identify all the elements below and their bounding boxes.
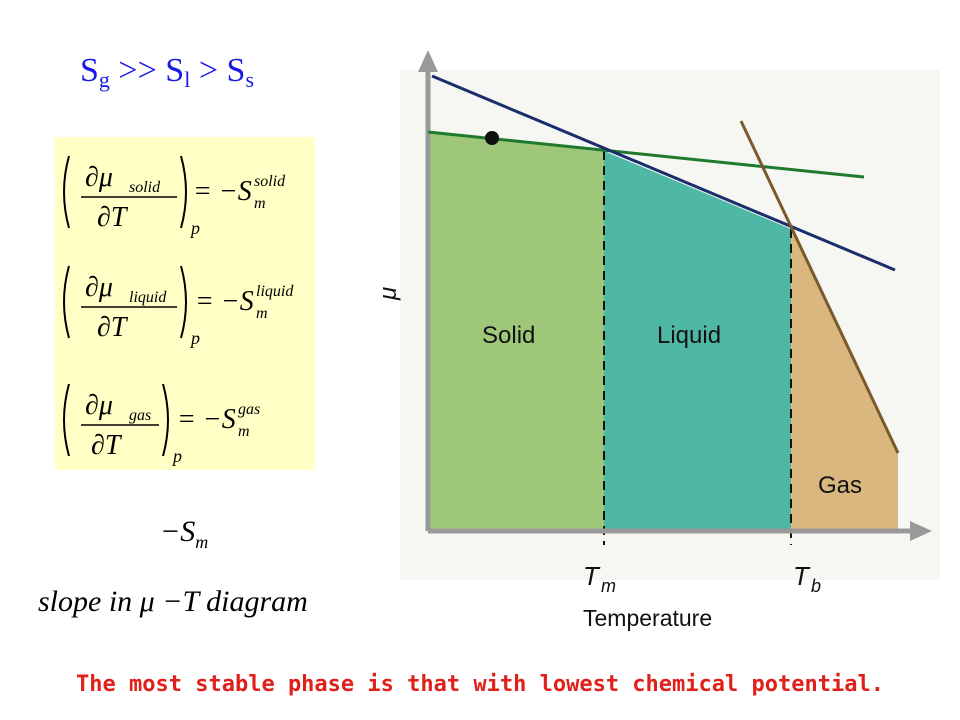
- tb-label: T: [793, 561, 811, 591]
- solid-rhs-sup: solid: [254, 173, 286, 190]
- equations-box: ∂μ solid ∂T p = −S solid m ∂μ liquid ∂T …: [55, 137, 315, 470]
- tm-label: T: [583, 561, 601, 591]
- gas-denominator: ∂T: [91, 430, 123, 461]
- liquid-p-sub: p: [189, 328, 200, 348]
- s-gas-sub: g: [98, 67, 110, 92]
- gas-label: Gas: [818, 472, 862, 499]
- gas-num-sub: gas: [129, 407, 151, 424]
- y-axis-label: μ: [375, 287, 402, 301]
- equation-liquid: ∂μ liquid ∂T p = −S liquid m: [55, 252, 315, 352]
- solid-numerator: ∂μ: [85, 162, 113, 193]
- liquid-numerator: ∂μ: [85, 272, 113, 303]
- tm-sub: m: [601, 576, 616, 596]
- liquid-rhs: = −S: [195, 286, 254, 317]
- gas-region: [791, 229, 898, 531]
- entropy-relation: Sg >> Sl > Ss: [80, 52, 254, 93]
- gas-p-sub: p: [171, 446, 182, 466]
- liquid-rhs-sub: m: [256, 305, 268, 322]
- y-axis-arrow: [418, 50, 438, 72]
- s-liquid: S: [165, 52, 185, 89]
- much-greater-op: >>: [118, 52, 157, 89]
- minus-molar-entropy: −Sm: [160, 515, 208, 553]
- solid-rhs: = −S: [193, 176, 252, 207]
- equation-gas: ∂μ gas ∂T p = −S gas m: [55, 370, 315, 470]
- solid-rhs-sub: m: [254, 195, 266, 212]
- gas-rhs-sub: m: [238, 423, 250, 440]
- tb-sub: b: [811, 576, 821, 596]
- minus-s-text: −S: [160, 515, 196, 548]
- slope-caption: slope in μ −T diagram: [38, 585, 308, 618]
- liquid-denominator: ∂T: [97, 312, 129, 343]
- liquid-region: [604, 151, 791, 531]
- state-dot: [485, 131, 499, 145]
- solid-num-sub: solid: [129, 179, 161, 196]
- s-gas: S: [80, 52, 99, 89]
- gas-rhs-sup: gas: [238, 401, 260, 418]
- equation-solid: ∂μ solid ∂T p = −S solid m: [55, 142, 315, 242]
- solid-denominator: ∂T: [97, 202, 129, 233]
- s-solid: S: [226, 52, 246, 89]
- solid-mu-line: [427, 130, 865, 179]
- liquid-num-sub: liquid: [129, 289, 167, 306]
- liquid-mu-line: [431, 74, 896, 272]
- s-solid-sub: s: [245, 67, 254, 92]
- gas-mu-line: [739, 120, 900, 454]
- gas-numerator: ∂μ: [85, 390, 113, 421]
- mu-t-diagram: Solid Liquid Gas μ T m T b Temperature: [375, 50, 940, 631]
- liquid-rhs-sup: liquid: [256, 283, 294, 300]
- solid-label: Solid: [482, 322, 535, 349]
- minus-s-sub: m: [195, 532, 209, 552]
- x-axis-label: Temperature: [583, 605, 712, 631]
- x-axis-arrow: [910, 521, 932, 541]
- s-liquid-sub: l: [184, 67, 191, 92]
- liquid-label: Liquid: [657, 322, 721, 349]
- solid-p-sub: p: [189, 218, 200, 238]
- footer-statement: The most stable phase is that with lowes…: [76, 672, 884, 697]
- gas-rhs: = −S: [177, 404, 236, 435]
- greater-op: >: [198, 52, 219, 89]
- solid-region: [428, 132, 604, 531]
